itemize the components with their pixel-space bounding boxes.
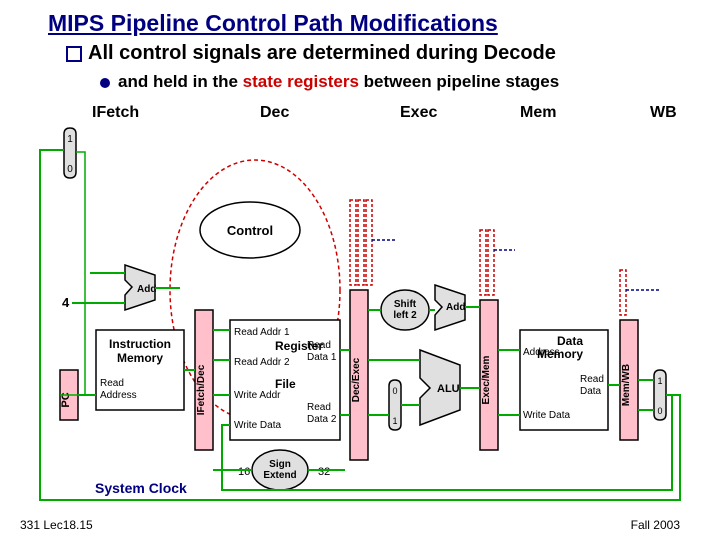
svg-text:16: 16 [238, 466, 250, 478]
svg-text:ALU: ALU [437, 383, 460, 395]
svg-text:Read Addr 2: Read Addr 2 [234, 357, 290, 368]
svg-text:0: 0 [392, 386, 397, 396]
system-clock-label: System Clock [95, 480, 187, 496]
svg-text:Dec/Exec: Dec/Exec [351, 357, 362, 402]
svg-text:Data 2: Data 2 [307, 414, 337, 425]
svg-text:Mem/WB: Mem/WB [621, 364, 632, 406]
footer-left: 331 Lec18.15 [20, 518, 93, 532]
svg-text:Read: Read [100, 378, 124, 389]
svg-text:Read Addr 1: Read Addr 1 [234, 327, 290, 338]
svg-text:Read: Read [307, 340, 331, 351]
svg-text:1: 1 [392, 416, 397, 426]
svg-text:Data: Data [557, 334, 583, 348]
svg-text:Sign: Sign [269, 459, 291, 470]
svg-text:Write Addr: Write Addr [234, 390, 281, 401]
svg-text:Control: Control [227, 223, 273, 238]
footer-right: Fall 2003 [631, 518, 680, 532]
svg-text:Add: Add [137, 284, 156, 295]
svg-text:1: 1 [67, 134, 73, 145]
svg-text:Write Data: Write Data [523, 410, 570, 421]
svg-text:0: 0 [67, 164, 73, 175]
svg-text:Data 1: Data 1 [307, 352, 337, 363]
svg-text:File: File [275, 377, 296, 391]
diagram-svg: 1 0 Control Add 4 Instruction Memory Rea… [0, 0, 720, 540]
svg-text:4: 4 [62, 295, 70, 310]
svg-text:Shift: Shift [394, 299, 417, 310]
svg-text:Memory: Memory [117, 351, 163, 365]
svg-text:32: 32 [318, 466, 330, 478]
svg-text:Address: Address [100, 390, 137, 401]
svg-text:Read: Read [307, 402, 331, 413]
svg-text:Exec/Mem: Exec/Mem [481, 355, 492, 404]
svg-text:Extend: Extend [263, 470, 296, 481]
svg-text:Write Data: Write Data [234, 420, 281, 431]
svg-text:Data: Data [580, 386, 602, 397]
svg-text:IFetch/Dec: IFetch/Dec [196, 364, 207, 415]
svg-text:0: 0 [657, 406, 662, 416]
svg-text:1: 1 [657, 376, 662, 386]
svg-text:Instruction: Instruction [109, 337, 171, 351]
svg-text:Read: Read [580, 374, 604, 385]
svg-text:Add: Add [446, 302, 465, 313]
svg-text:left 2: left 2 [393, 310, 417, 321]
svg-text:Address: Address [523, 347, 560, 358]
